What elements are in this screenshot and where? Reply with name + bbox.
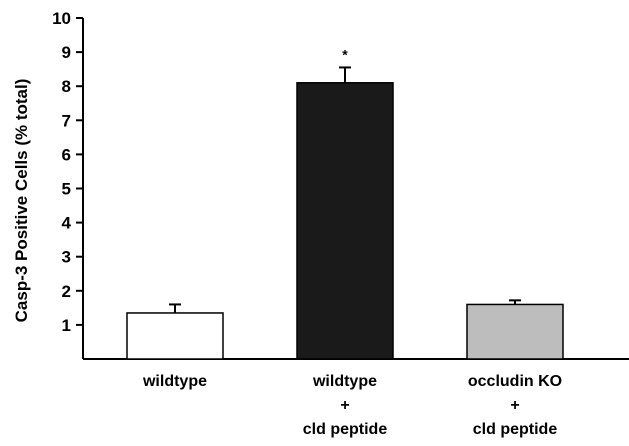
bar [126,312,224,360]
category-label: + [510,397,519,414]
y-tick-label: 5 [62,180,71,199]
y-tick-label: 9 [62,43,71,62]
category-label: + [340,397,349,414]
y-tick-label: 6 [62,145,71,164]
category-label: cld peptide [473,421,558,438]
category-label: wildtype [142,373,207,390]
y-tick-label: 10 [52,9,71,28]
category-label: occludin KO [468,373,562,390]
category-labels: wildtype wildtype + cld peptide occludin KO +… [142,373,562,438]
bar [296,82,394,360]
y-tick-label: 3 [62,248,71,267]
bars: * [126,46,564,360]
y-axis-ticks: 1 2 3 4 5 6 7 8 9 10 [52,9,83,335]
y-axis-title: Casp-3 Positive Cells (% total) [12,79,31,323]
category-label: wildtype [312,373,377,390]
y-tick-label: 2 [62,282,71,301]
y-tick-label: 4 [62,214,72,233]
y-tick-label: 1 [62,316,71,335]
significance-marker: * [342,46,348,62]
category-label: cld peptide [303,421,388,438]
y-tick-label: 7 [62,111,71,130]
y-tick-label: 8 [62,77,71,96]
bar [466,303,564,360]
